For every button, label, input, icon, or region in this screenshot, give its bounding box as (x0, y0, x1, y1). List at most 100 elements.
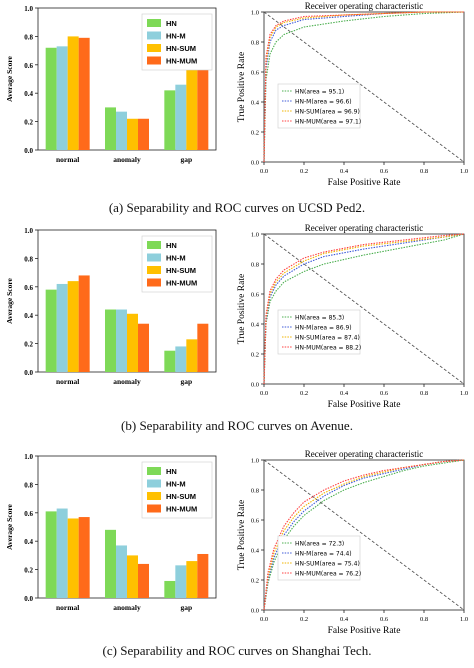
legend-label: HN-SUM (166, 492, 196, 501)
roc-title: Receiver operating characteristic (305, 1, 423, 11)
x-tick-label: 0.6 (380, 616, 389, 623)
bar-hn-m-normal (56, 508, 68, 598)
y-tick-label: 0.2 (251, 578, 259, 585)
roc-legend-label: HN-SUM(area = 96.9) (295, 109, 360, 116)
bar-hn-mum-gap (197, 323, 209, 372)
figure-panel-a: 0.0 0.2 0.4 0.6 0.8 1.0 Average Score normal ano… (0, 0, 474, 220)
y-axis-label: Average Score (5, 55, 14, 101)
y-tick-label: 0.4 (24, 312, 33, 320)
y-axis-label: Average Score (5, 277, 14, 323)
roc-legend-label: HN-MUM(area = 76.2) (295, 571, 361, 578)
bar-hn-sum-normal (67, 36, 79, 150)
legend-swatch (147, 241, 161, 249)
x-category-label: normal (56, 155, 79, 164)
x-axis-label: False Positive Rate (328, 178, 401, 188)
roc-chart-a: Receiver operating characteristic 0.0 0.2 0… (237, 1, 468, 188)
y-tick-label: 0.2 (24, 119, 33, 127)
legend-label: HN (166, 19, 177, 28)
bar-hn-m-normal (56, 283, 68, 372)
bar-hn-sum-anomaly (127, 555, 138, 598)
roc-curve-0 (263, 233, 465, 385)
y-tick-label: 0.6 (24, 62, 33, 70)
legend-label: HN-M (166, 480, 186, 489)
random-baseline (263, 11, 465, 163)
x-category-label: gap (180, 603, 192, 612)
legend-swatch (147, 467, 161, 475)
legend-label: HN (166, 467, 177, 476)
y-tick-label: 1.0 (251, 10, 259, 17)
y-tick-label: 0.0 (24, 595, 33, 603)
y-tick-label: 0.6 (251, 518, 260, 525)
x-tick-label: 1.0 (460, 168, 468, 175)
x-tick-label: 0.6 (380, 390, 389, 397)
y-tick-label: 0.0 (251, 382, 259, 389)
x-category-label: gap (180, 377, 192, 386)
bar-hn-mum-normal (78, 37, 90, 150)
bar-hn-m-gap (175, 84, 187, 150)
x-category-label: anomaly (113, 155, 141, 164)
roc-curve-3 (263, 233, 465, 385)
roc-curve-3 (263, 459, 465, 611)
y-tick-label: 0.8 (251, 40, 259, 47)
x-category-label: anomaly (113, 603, 141, 612)
roc-legend-label: HN-MUM(area = 97.1) (295, 119, 361, 126)
x-tick-label: 0.0 (260, 168, 268, 175)
bar-hn-gap (164, 90, 176, 150)
bar-chart-a: 0.0 0.2 0.4 0.6 0.8 1.0 Average Score normal ano… (5, 5, 217, 164)
bar-hn-mum-anomaly (138, 323, 149, 372)
x-category-label: normal (56, 603, 79, 612)
bar-hn-anomaly (105, 107, 116, 150)
roc-plot-frame (263, 233, 465, 385)
roc-legend-label: HN-SUM(area = 87.4) (295, 335, 360, 342)
bar-hn-sum-gap (186, 67, 198, 150)
roc-legend-label: HN-M(area = 96.6) (295, 99, 352, 106)
roc-legend-label: HN-SUM(area = 75.4) (295, 561, 360, 568)
roc-curve-0 (263, 11, 465, 163)
bar-hn-normal (45, 289, 57, 372)
bar-hn-mum-gap (197, 553, 209, 598)
x-tick-label: 0.4 (340, 616, 349, 623)
x-axis-label: False Positive Rate (328, 400, 401, 410)
bar-hn-mum-normal (78, 517, 90, 598)
y-tick-label: 0.8 (24, 255, 33, 263)
y-tick-label: 1.0 (251, 232, 259, 239)
roc-legend-label: HN-M(area = 86.9) (295, 325, 352, 332)
roc-legend-label: HN-MUM(area = 88.2) (295, 345, 361, 352)
legend-label: HN (166, 241, 177, 250)
y-tick-label: 0.2 (24, 567, 33, 575)
bar-hn-m-anomaly (116, 111, 127, 150)
x-category-label: normal (56, 377, 79, 386)
roc-legend (277, 309, 361, 355)
y-axis-label: True Positive Rate (237, 52, 247, 122)
bar-chart-c: 0.0 0.2 0.4 0.6 0.8 1.0 Average Score normal ano… (5, 453, 217, 612)
roc-chart-b: Receiver operating characteristic 0.0 0.2 0… (237, 223, 468, 410)
y-tick-label: 0.2 (251, 352, 259, 359)
x-tick-label: 0.2 (300, 390, 308, 397)
legend-swatch (147, 479, 161, 488)
y-tick-label: 0.4 (24, 90, 33, 98)
bar-hn-sum-gap (186, 561, 198, 598)
x-tick-label: 0.8 (420, 616, 428, 623)
roc-curve-1 (263, 11, 464, 163)
x-tick-label: 1.0 (460, 390, 468, 397)
roc-curve-2 (263, 11, 464, 163)
y-tick-label: 0.6 (251, 70, 260, 77)
bar-hn-gap (164, 350, 176, 372)
bar-hn-mum-anomaly (138, 563, 149, 598)
y-tick-label: 0.0 (251, 608, 259, 615)
legend-label: HN-MUM (166, 279, 197, 288)
y-tick-label: 1.0 (251, 458, 259, 465)
roc-legend (277, 83, 361, 129)
bar-hn-sum-normal (67, 281, 79, 372)
x-category-label: gap (180, 155, 192, 164)
y-tick-label: 0.6 (24, 284, 33, 292)
legend-swatch (147, 504, 161, 513)
y-tick-label: 0.8 (24, 481, 33, 489)
y-tick-label: 0.8 (24, 33, 33, 41)
bar-hn-m-anomaly (116, 545, 127, 598)
legend-swatch (147, 56, 161, 65)
caption-c: (c) Separability and ROC curves on Shang… (102, 643, 372, 658)
figure-panel-c: 0.0 0.2 0.4 0.6 0.8 1.0 Average Score normal ano… (0, 448, 474, 668)
legend-swatch (147, 31, 161, 40)
legend-label: HN-MUM (166, 57, 197, 66)
